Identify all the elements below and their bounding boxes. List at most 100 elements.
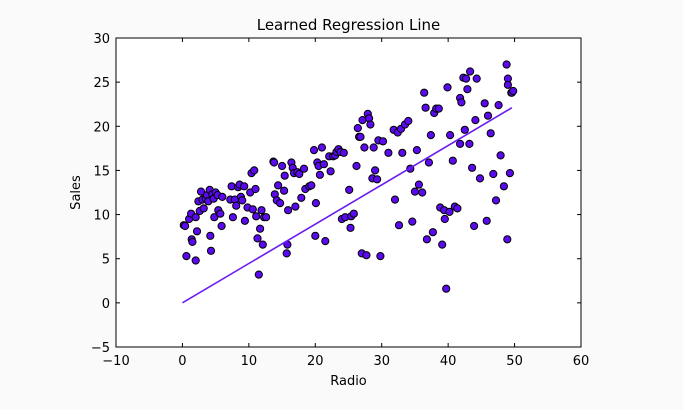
data-point bbox=[509, 86, 518, 96]
data-point bbox=[258, 240, 267, 249]
data-point bbox=[181, 221, 190, 231]
data-point bbox=[369, 143, 378, 152]
data-point bbox=[278, 161, 287, 171]
data-point bbox=[466, 67, 475, 76]
data-point bbox=[238, 196, 247, 205]
plot-frame bbox=[115, 37, 582, 348]
y-tick-label: 30 bbox=[93, 32, 110, 47]
data-point bbox=[349, 209, 358, 218]
x-tick-label: −10 bbox=[102, 354, 129, 369]
data-point bbox=[376, 252, 385, 261]
data-point bbox=[475, 174, 485, 183]
data-point bbox=[470, 221, 479, 231]
data-point bbox=[270, 158, 279, 167]
data-point bbox=[442, 284, 451, 293]
data-point bbox=[339, 148, 348, 157]
data-point bbox=[280, 186, 289, 195]
data-point bbox=[291, 202, 300, 211]
data-point bbox=[188, 237, 197, 246]
data-point bbox=[282, 249, 291, 258]
data-point bbox=[346, 223, 355, 232]
data-point bbox=[418, 188, 427, 197]
data-point bbox=[440, 214, 449, 224]
data-point bbox=[503, 80, 512, 89]
x-tick-label: 10 bbox=[241, 354, 258, 369]
data-point bbox=[196, 187, 206, 196]
data-point bbox=[253, 234, 262, 243]
x-axis-label: Radio bbox=[330, 374, 367, 389]
data-point bbox=[457, 98, 466, 107]
data-point bbox=[284, 206, 293, 215]
data-point bbox=[404, 116, 413, 126]
data-point bbox=[218, 192, 227, 201]
data-point bbox=[299, 164, 309, 173]
x-tick-label: 40 bbox=[440, 354, 457, 369]
y-tick-label: 5 bbox=[102, 253, 110, 268]
data-point bbox=[434, 104, 443, 113]
data-point bbox=[216, 209, 225, 218]
data-point bbox=[483, 111, 493, 120]
data-point bbox=[317, 143, 326, 152]
scatter-points bbox=[179, 60, 518, 293]
y-tick-label: 0 bbox=[102, 297, 110, 312]
regression-line bbox=[182, 107, 513, 304]
data-point bbox=[448, 156, 457, 165]
data-point bbox=[191, 256, 200, 265]
data-point bbox=[182, 252, 191, 261]
data-point bbox=[295, 169, 304, 179]
data-point bbox=[494, 101, 503, 110]
y-axis-ticks: −5 0 5 10 15 20 25 30 bbox=[91, 32, 581, 356]
data-point bbox=[384, 148, 393, 157]
y-tick-label: 10 bbox=[93, 209, 110, 224]
x-tick-label: 0 bbox=[178, 354, 186, 369]
data-point bbox=[252, 212, 261, 221]
data-point bbox=[496, 151, 505, 160]
data-point bbox=[326, 167, 335, 176]
x-axis-ticks: −10 0 10 20 30 40 50 60 bbox=[102, 38, 589, 369]
data-point bbox=[422, 235, 431, 244]
data-point bbox=[438, 240, 447, 249]
data-point bbox=[356, 132, 365, 141]
data-point bbox=[428, 228, 437, 237]
data-point bbox=[191, 213, 200, 222]
data-point bbox=[276, 199, 285, 208]
data-point bbox=[315, 170, 324, 179]
data-point bbox=[426, 131, 435, 140]
data-point bbox=[311, 231, 320, 240]
data-point bbox=[248, 205, 257, 214]
data-point bbox=[362, 251, 371, 260]
data-point bbox=[398, 148, 407, 157]
data-point bbox=[280, 171, 289, 180]
data-point bbox=[491, 196, 501, 205]
data-point bbox=[463, 85, 472, 94]
x-tick-label: 50 bbox=[506, 354, 523, 369]
data-point bbox=[257, 206, 266, 215]
data-point bbox=[232, 201, 241, 210]
data-point bbox=[460, 125, 469, 134]
data-point bbox=[311, 199, 320, 208]
data-point bbox=[309, 146, 319, 155]
data-point bbox=[445, 207, 454, 216]
data-point bbox=[456, 139, 465, 148]
data-point bbox=[446, 131, 455, 140]
data-point bbox=[199, 204, 208, 213]
data-point bbox=[408, 217, 417, 226]
data-point bbox=[358, 116, 367, 125]
data-point bbox=[424, 158, 433, 167]
data-point bbox=[319, 160, 328, 169]
data-point bbox=[353, 124, 362, 133]
data-point bbox=[502, 60, 511, 69]
data-point bbox=[462, 74, 471, 83]
data-point bbox=[465, 139, 474, 148]
data-point bbox=[366, 120, 375, 129]
y-tick-label: −5 bbox=[91, 341, 110, 356]
x-tick-label: 20 bbox=[307, 354, 324, 369]
data-point bbox=[471, 116, 480, 125]
data-point bbox=[505, 169, 514, 178]
data-point bbox=[394, 221, 404, 230]
x-tick-label: 60 bbox=[573, 354, 590, 369]
data-point bbox=[251, 184, 260, 194]
data-point bbox=[503, 235, 512, 244]
y-axis-label: Sales bbox=[69, 175, 84, 210]
